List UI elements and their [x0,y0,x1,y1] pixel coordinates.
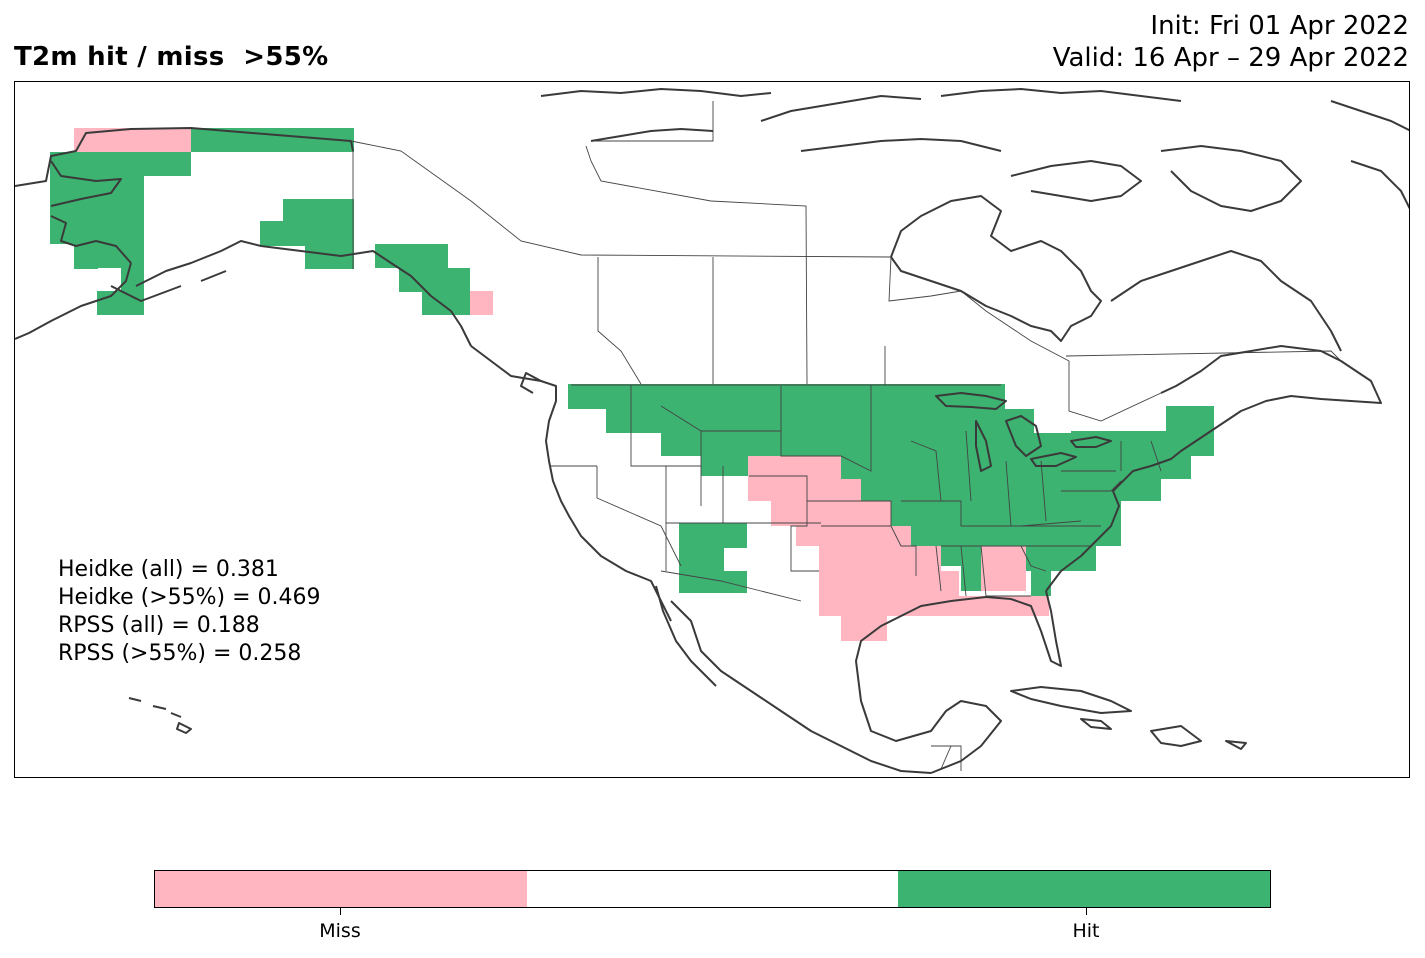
miss-cell [841,616,887,641]
hit-cell [724,523,747,548]
map-panel [14,81,1410,778]
hit-cell [606,409,1034,433]
miss-cell [899,571,959,596]
miss-cell [981,546,1026,591]
hit-cell [98,176,144,221]
heidke-55-score: Heidke (>55%) = 0.469 [58,585,321,610]
hit-cell [1026,546,1096,571]
hit-cell [74,152,98,269]
map-canvas [15,88,1409,774]
hit-cell [1086,456,1191,479]
miss-cell [748,479,861,501]
hit-cell [1166,406,1214,431]
init-date: Init: Fri 01 Apr 2022 [1150,11,1409,41]
miss-cell [796,526,911,546]
miss-cell [819,571,899,596]
verification-grid [50,128,1214,641]
hit-cell [724,571,747,593]
hit-cell [891,501,1121,526]
hit-cell [399,268,470,292]
colorbar-label-hit: Hit [1072,920,1100,942]
hit-cell [701,456,723,476]
hit-cell [961,566,981,591]
miss-cell [819,596,1049,616]
hit-cell [911,526,1121,546]
forecast-dates: Init: Fri 01 Apr 2022 Valid: 16 Apr – 29… [1053,10,1409,74]
hit-cell [98,152,191,176]
hit-cell [283,199,354,221]
hit-cell [568,384,1005,409]
colorbar-miss-swatch [155,871,527,907]
hit-cell [97,291,144,315]
colorbar [154,870,1271,908]
miss-cell [771,501,891,526]
hit-cell [375,244,448,268]
hit-cell [50,152,74,244]
rpss-all-score: RPSS (all) = 0.188 [58,613,260,638]
hit-cell [941,546,981,566]
hit-cell [260,221,305,246]
skill-scores-box: Heidke (all) = 0.381 Heidke (>55%) = 0.4… [58,556,321,668]
coastlines [15,88,1409,774]
hit-cell [121,268,144,291]
miss-cell [470,291,493,315]
heidke-all-score: Heidke (all) = 0.381 [58,557,279,582]
hit-cell [861,479,1161,501]
hit-cell [723,456,748,476]
map-title: T2m hit / miss >55% [14,42,329,72]
colorbar-neutral-swatch [526,871,899,907]
miss-cell [819,546,941,571]
hit-cell [98,221,144,268]
hit-cell [1141,431,1214,456]
colorbar-label-miss: Miss [319,920,361,942]
colorbar-tick-miss [340,908,341,915]
hit-cell [305,221,354,269]
hit-cell [841,456,1086,479]
hit-cell [1031,571,1051,596]
valid-period: Valid: 16 Apr – 29 Apr 2022 [1052,43,1409,73]
miss-cell [748,456,841,479]
colorbar-hit-swatch [898,871,1271,907]
hit-cell [679,523,724,593]
rpss-55-score: RPSS (>55%) = 0.258 [58,641,302,666]
colorbar-tick-hit [1086,908,1087,915]
